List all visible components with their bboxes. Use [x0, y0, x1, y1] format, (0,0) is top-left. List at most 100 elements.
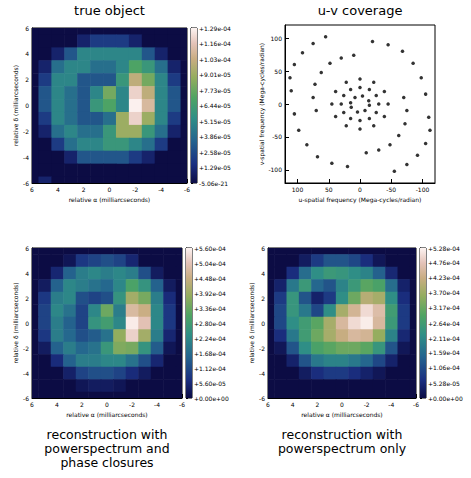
svg-text:+3.70e-04: +3.70e-04: [428, 289, 460, 296]
svg-text:0: 0: [358, 186, 362, 193]
svg-text:+5.28e-05: +5.28e-05: [428, 380, 460, 387]
svg-text:50: 50: [325, 186, 333, 193]
svg-text:-4: -4: [154, 401, 160, 408]
svg-text:+4.76e-04: +4.76e-04: [428, 259, 460, 266]
svg-text:+1.12e-04: +1.12e-04: [194, 365, 226, 372]
svg-text:+1.16e-04: +1.16e-04: [199, 40, 231, 47]
svg-text:100: 100: [271, 35, 283, 42]
svg-text:4: 4: [25, 270, 29, 277]
svg-text:-100: -100: [416, 186, 430, 193]
svg-text:6: 6: [266, 401, 270, 408]
svg-text:+5.04e-04: +5.04e-04: [194, 260, 226, 267]
svg-text:powerspectrum only: powerspectrum only: [278, 441, 407, 456]
svg-text:+2.80e-04: +2.80e-04: [194, 320, 226, 327]
svg-text:-6: -6: [413, 401, 419, 408]
svg-text:6: 6: [261, 245, 265, 252]
svg-text:+3.92e-04: +3.92e-04: [194, 290, 226, 297]
svg-text:-5.06e-21: -5.06e-21: [199, 180, 228, 187]
svg-text:+1.68e-04: +1.68e-04: [194, 350, 226, 357]
svg-text:+4.23e-04: +4.23e-04: [428, 274, 460, 281]
svg-text:-100: -100: [268, 166, 282, 173]
svg-text:relative δ (milliarcseconds): relative δ (milliarcseconds): [248, 282, 255, 363]
svg-text:+0.00e+00: +0.00e+00: [428, 395, 463, 402]
svg-text:+1.03e-04: +1.03e-04: [199, 56, 231, 63]
svg-text:-2: -2: [23, 345, 29, 352]
svg-text:+6.44e-05: +6.44e-05: [199, 102, 231, 109]
svg-text:4: 4: [291, 401, 295, 408]
svg-text:+4.48e-04: +4.48e-04: [194, 275, 226, 282]
svg-text:2: 2: [80, 401, 84, 408]
svg-text:-2: -2: [364, 401, 370, 408]
svg-text:v-spatial frequency (Mega-cycl: v-spatial frequency (Mega-cycles/radian): [258, 43, 266, 165]
svg-text:powerspectrum and: powerspectrum and: [44, 441, 169, 456]
svg-text:2: 2: [315, 401, 319, 408]
svg-text:u-v coverage: u-v coverage: [318, 3, 403, 18]
svg-text:-4: -4: [23, 154, 29, 161]
svg-text:4: 4: [261, 270, 265, 277]
svg-text:0: 0: [261, 320, 265, 327]
svg-text:+3.17e-04: +3.17e-04: [428, 304, 460, 311]
svg-text:relative δ (milliarcseconds): relative δ (milliarcseconds): [12, 65, 19, 146]
svg-text:+5.60e-05: +5.60e-05: [194, 380, 226, 387]
svg-text:+2.11e-04: +2.11e-04: [428, 335, 460, 342]
svg-text:+1.29e-04: +1.29e-04: [199, 25, 231, 32]
svg-text:+5.15e-05: +5.15e-05: [199, 118, 231, 125]
svg-text:reconstruction with: reconstruction with: [47, 427, 168, 442]
svg-text:6: 6: [25, 245, 29, 252]
svg-text:2: 2: [25, 76, 29, 83]
svg-text:phase closures: phase closures: [60, 455, 153, 470]
svg-text:+1.29e-05: +1.29e-05: [199, 164, 231, 171]
svg-text:0: 0: [105, 401, 109, 408]
svg-text:+1.06e-04: +1.06e-04: [428, 364, 460, 371]
svg-text:true object: true object: [74, 3, 145, 18]
svg-text:-6: -6: [23, 395, 29, 402]
svg-text:0: 0: [25, 102, 29, 109]
svg-text:+9.01e-05: +9.01e-05: [199, 71, 231, 78]
svg-text:+5.28e-04: +5.28e-04: [428, 245, 460, 252]
svg-text:-50: -50: [386, 186, 396, 193]
svg-text:0: 0: [25, 320, 29, 327]
svg-text:-2: -2: [129, 401, 135, 408]
svg-text:2: 2: [82, 186, 86, 193]
svg-text:0: 0: [340, 401, 344, 408]
svg-text:4: 4: [56, 186, 60, 193]
svg-text:relative α (milliarcseconds): relative α (milliarcseconds): [69, 196, 150, 203]
svg-text:relative α (milliarcseconds): relative α (milliarcseconds): [301, 411, 382, 418]
svg-text:+5.60e-04: +5.60e-04: [194, 245, 226, 252]
svg-text:+2.24e-04: +2.24e-04: [194, 335, 226, 342]
svg-text:-4: -4: [158, 186, 164, 193]
svg-text:reconstruction with: reconstruction with: [282, 427, 403, 442]
svg-text:6: 6: [30, 186, 34, 193]
svg-text:+3.36e-04: +3.36e-04: [194, 305, 226, 312]
svg-text:-2: -2: [23, 128, 29, 135]
svg-text:+2.64e-04: +2.64e-04: [428, 320, 460, 327]
svg-text:-6: -6: [179, 401, 185, 408]
svg-text:u-spatial frequency (Mega-cycl: u-spatial frequency (Mega-cycles/radian): [299, 196, 422, 204]
svg-text:-4: -4: [259, 370, 265, 377]
svg-text:2: 2: [261, 295, 265, 302]
svg-text:+1.59e-04: +1.59e-04: [428, 349, 460, 356]
svg-text:-6: -6: [23, 180, 29, 187]
svg-text:+7.73e-05: +7.73e-05: [199, 87, 231, 94]
svg-text:+0.00e+00: +0.00e+00: [194, 395, 229, 402]
svg-text:-50: -50: [272, 133, 282, 140]
svg-text:0: 0: [278, 101, 282, 108]
svg-text:-4: -4: [23, 370, 29, 377]
svg-text:+2.58e-05: +2.58e-05: [199, 149, 231, 156]
svg-text:-2: -2: [259, 345, 265, 352]
svg-text:50: 50: [274, 68, 282, 75]
svg-text:4: 4: [55, 401, 59, 408]
svg-text:-6: -6: [184, 186, 190, 193]
svg-text:2: 2: [25, 295, 29, 302]
svg-text:relative δ (milliarcseconds): relative δ (milliarcseconds): [12, 282, 19, 363]
svg-text:6: 6: [30, 401, 34, 408]
svg-text:6: 6: [25, 25, 29, 32]
svg-text:+3.86e-05: +3.86e-05: [199, 133, 231, 140]
svg-text:-6: -6: [259, 395, 265, 402]
svg-text:relative α (milliarcseconds): relative α (milliarcseconds): [66, 411, 147, 418]
svg-text:0: 0: [108, 186, 112, 193]
svg-text:100: 100: [292, 186, 304, 193]
svg-text:-2: -2: [132, 186, 138, 193]
svg-text:-4: -4: [388, 401, 394, 408]
svg-text:4: 4: [25, 50, 29, 57]
